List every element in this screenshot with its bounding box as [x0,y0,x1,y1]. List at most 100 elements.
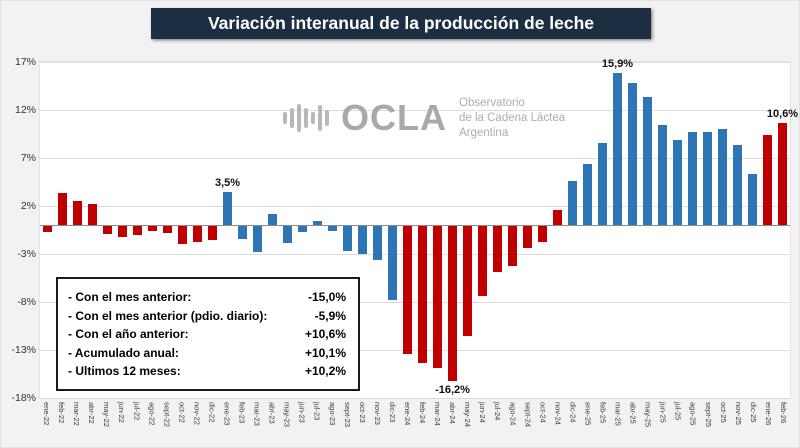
x-axis-tick-label: sept-23 [342,402,352,428]
stat-row-month-prev: - Con el mes anterior: -15,0% [68,288,346,307]
bar-jun-23 [297,225,308,232]
x-axis-tick-label: abr-24 [448,402,458,424]
x-axis-tick-label: nov-22 [192,402,202,425]
x-axis-labels: ene-22 feb-22 mar-22 abr-22 may-22 jun-22 jul-… [39,401,791,447]
x-axis-tick-label: ago-22 [147,402,157,426]
x-axis-tick-label: abr-23 [267,402,277,424]
x-axis-tick-label: nov-24 [553,402,563,425]
stat-label: - Con el mes anterior: [68,290,192,304]
x-axis-tick-label: dic-22 [207,402,217,423]
bar-oct-24 [537,225,548,243]
x-axis-tick-label: feb-24 [418,402,428,424]
y-axis-tick-label: -8% [17,296,36,308]
bar-ago-23 [327,225,338,231]
bar-mar-22 [72,201,83,226]
x-axis-tick-label: abr-25 [628,402,638,424]
x-axis-tick-label: ago-23 [327,402,337,426]
chart-title: Variación interanual de la producción de… [207,13,595,33]
x-axis-tick-label: jun-23 [297,402,307,423]
x-axis-tick-label: mar-25 [613,402,623,426]
x-axis-tick-label: may-25 [643,402,653,428]
y-axis-tick-label: -3% [17,247,36,260]
x-axis-tick-label: oct-25 [718,402,728,423]
bar-abr-22 [87,204,98,226]
x-axis-tick-label: dic-25 [748,402,758,423]
data-label-abr-24: -16,2% [435,383,470,396]
bar-abr-24 [447,225,458,381]
bar-mar-24 [432,225,443,369]
ocla-logo-text: OCLA [341,97,447,139]
x-axis-tick-label: ago-24 [508,402,518,426]
x-axis-tick-label: mar-22 [72,402,82,426]
x-axis-tick-label: jul-24 [493,402,503,421]
stat-label: - Con el año anterior: [68,327,189,342]
y-axis-tick-label: 17% [14,56,36,68]
bar-jul-22 [132,225,143,235]
ocla-logo-subtitle: Observatorio de la Cadena Láctea Argenti… [459,96,565,141]
bar-feb-25 [597,142,608,226]
stat-value: +10,1% [304,345,346,360]
bar-may-23 [282,225,293,244]
stat-value: -15,0% [307,290,346,304]
bar-ago-25 [687,132,698,226]
x-axis-tick-label: mar-24 [433,402,443,426]
bar-ene-24 [402,225,413,354]
gridline [40,254,790,255]
x-axis-tick-label: dic-24 [568,402,578,423]
bar-nov-22 [192,225,203,242]
bar-ago-22 [147,225,158,231]
bar-dic-22 [207,225,218,240]
gridline [40,350,790,351]
gridline [40,398,790,399]
bar-dic-23 [387,225,398,301]
bar-sept-23 [342,225,353,252]
x-axis-tick-label: feb-26 [778,402,788,424]
bar-jun-25 [657,125,668,226]
bar-ene-25 [582,163,593,226]
x-axis-tick-label: ene-26 [763,402,773,426]
gridline [40,302,790,303]
x-axis-tick-label: dic-23 [387,402,397,423]
data-label-mar-25: 15,9% [601,57,634,70]
gridline [40,62,790,63]
stat-row-annual-accumulated: - Acumulado anual: +10,1% [68,344,346,363]
bar-sept-25 [702,132,713,226]
bar-feb-22 [57,192,68,226]
bar-oct-23 [357,225,368,254]
y-axis-tick-label: 2% [20,200,36,212]
stat-label: - Ultimos 12 meses: [68,364,181,379]
x-axis-tick-label: may-23 [282,402,292,428]
data-label-feb-26: 10,6% [766,108,799,121]
bar-jun-24 [477,225,488,297]
x-axis-tick-label: abr-22 [87,402,97,424]
stat-label: - Acumulado anual: [68,345,179,360]
ocla-waveform-icon [283,100,329,136]
bar-nov-24 [552,209,563,226]
x-axis-tick-label: mar-23 [252,402,262,426]
y-axis-tick-label: -13% [11,344,36,356]
bar-feb-23 [237,225,248,239]
bar-nov-23 [372,225,383,260]
x-axis-tick-label: ago-25 [688,402,698,426]
x-axis-tick-label: sept-22 [162,402,172,428]
y-axis-tick-label: 7% [20,151,36,164]
bar-jul-25 [672,139,683,226]
x-axis-tick-label: feb-25 [598,402,608,424]
bar-jul-23 [312,221,323,226]
stat-value: +10,6% [304,327,346,342]
x-axis-tick-label: feb-22 [57,402,67,424]
bar-ene-26 [762,134,773,226]
y-axis-tick-label: -18% [11,392,36,404]
bar-dic-25 [747,174,758,226]
bar-oct-22 [177,225,188,245]
bar-abr-25 [627,83,638,226]
x-axis-tick-label: jun-25 [658,402,668,423]
watermark-subtitle-line: de la Cadena Láctea [459,111,566,124]
x-axis-tick-label: jul-23 [312,402,322,421]
x-axis-tick-label: ene-23 [222,402,232,426]
x-axis-tick-label: jun-24 [478,402,488,423]
x-axis-zero-line [40,225,790,227]
stat-label: - Con el mes anterior (pdio. diario): [68,308,268,323]
bar-ene-23 [222,191,233,226]
